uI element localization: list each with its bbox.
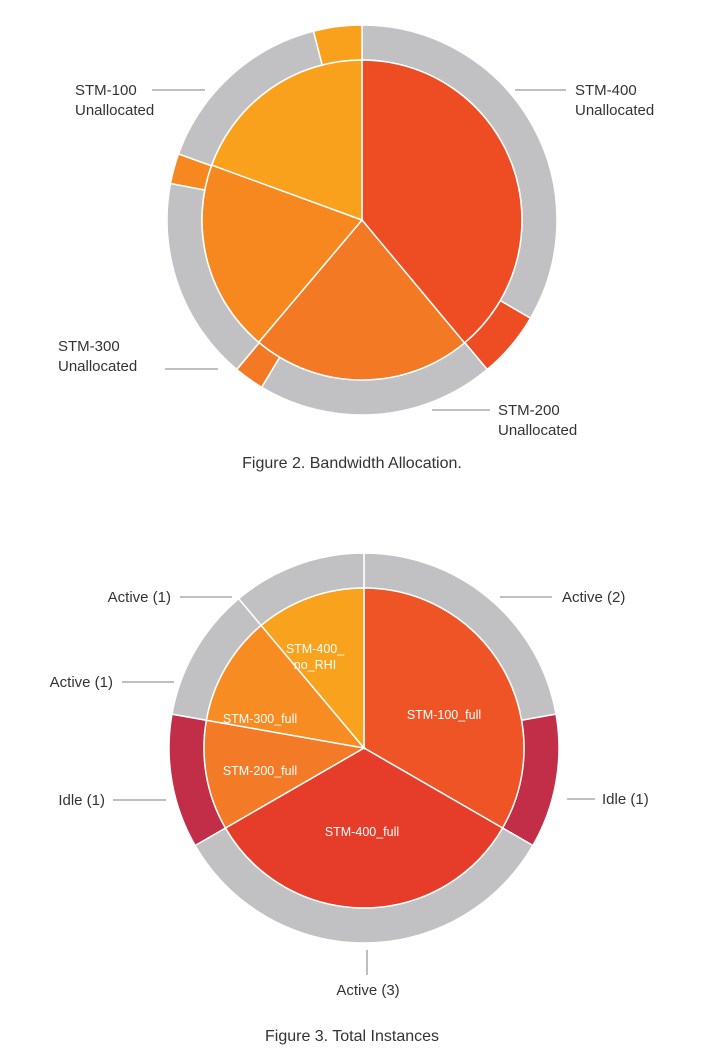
fig2-callout-stm-300: STM-300 Unallocated <box>58 338 137 375</box>
fig3-label-stm-100-full: STM-100_full <box>407 708 481 722</box>
figure-2-caption: Figure 2. Bandwidth Allocation. <box>242 455 462 472</box>
fig2-callout-stm-100: STM-100 Unallocated <box>75 82 154 119</box>
fig3-callout-active-2: Active (2) <box>562 589 625 606</box>
fig2-inner-slice-stm-100-3 <box>210 59 363 222</box>
fig3-inner-slice-stm-400-full-1 <box>224 747 504 909</box>
total-instances-chart: STM-100_full STM-400_full STM-200_full STM-… <box>50 552 649 999</box>
fig3-callout-idle-1-right: Idle (1) <box>602 791 649 808</box>
fig3-inner-slice-stm-300-full-3 <box>205 624 366 750</box>
fig3-callout-active-1-top: Active (1) <box>108 589 171 606</box>
fig2-inner-slice-stm-200-1 <box>257 218 466 381</box>
fig2-callout-stm-400: STM-400 Unallocated <box>575 82 654 119</box>
fig3-inner-slice-stm-200-full-2 <box>203 719 367 830</box>
fig3-callout-active-3: Active (3) <box>336 982 399 999</box>
fig3-label-stm-400-no-rhi: STM-400_ no_RHI <box>286 642 345 672</box>
bandwidth-allocation-chart: STM-400 Unallocated STM-200 Unallocated STM-… <box>58 24 654 439</box>
fig3-inner-slice-stm-400-no-rhi-4 <box>260 587 365 751</box>
fig2-inner-slice-stm-300-2 <box>201 164 364 344</box>
fig3-label-stm-300-full: STM-300_full <box>223 712 297 726</box>
fig3-inner-slice-stm-100-full-0 <box>363 587 525 830</box>
fig2-callout-stm-200: STM-200 Unallocated <box>498 402 577 439</box>
fig3-callout-idle-1-left: Idle (1) <box>58 792 105 809</box>
fig3-label-stm-400-full: STM-400_full <box>325 825 399 839</box>
figure-3-caption: Figure 3. Total Instances <box>264 1028 440 1045</box>
fig2-inner-slice-stm-400-0 <box>361 59 523 344</box>
fig3-callout-active-1-mid: Active (1) <box>50 674 113 691</box>
fig3-label-stm-200-full: STM-200_full <box>223 764 297 778</box>
